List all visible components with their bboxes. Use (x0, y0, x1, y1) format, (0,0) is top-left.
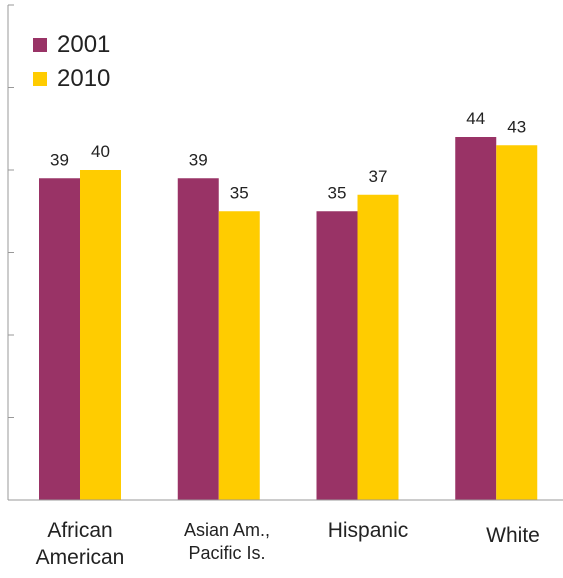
legend-item-2010: 2010 (33, 62, 110, 96)
data-label-white-2001: 44 (466, 109, 485, 128)
bar-white-2010 (496, 145, 538, 500)
bar-asian-am-pacific-is-2010 (218, 211, 260, 500)
data-label-african-american-2001: 39 (50, 150, 69, 169)
bar-african-american-2001 (39, 178, 80, 500)
bar-white-2001 (455, 137, 497, 500)
legend-swatch-2001 (33, 38, 47, 52)
data-label-hispanic-2010: 37 (369, 167, 388, 186)
bar-hispanic-2010 (357, 194, 399, 500)
bar-african-american-2010 (80, 170, 121, 500)
data-label-african-american-2010: 40 (91, 142, 110, 161)
data-label-white-2010: 43 (507, 117, 526, 136)
legend-swatch-2010 (33, 72, 47, 86)
x-tick-label-white: White (486, 524, 540, 547)
legend-item-2001: 2001 (33, 28, 110, 62)
bar-hispanic-2001 (316, 211, 358, 500)
legend-label-2010: 2010 (57, 65, 111, 92)
x-tick-label-african-american: African American (35, 519, 125, 570)
x-tick-label-hispanic: Hispanic (327, 519, 409, 542)
x-tick-label-asian-am-pacific-is: Asian Am., Pacific Is. (183, 520, 271, 564)
legend: 2001 2010 (33, 28, 110, 96)
data-label-asian-am-pacific-is-2010: 35 (230, 183, 249, 202)
data-label-hispanic-2001: 35 (328, 183, 347, 202)
bar-asian-am-pacific-is-2001 (177, 178, 219, 500)
legend-label-2001: 2001 (57, 31, 111, 58)
data-label-asian-am-pacific-is-2001: 39 (189, 150, 208, 169)
